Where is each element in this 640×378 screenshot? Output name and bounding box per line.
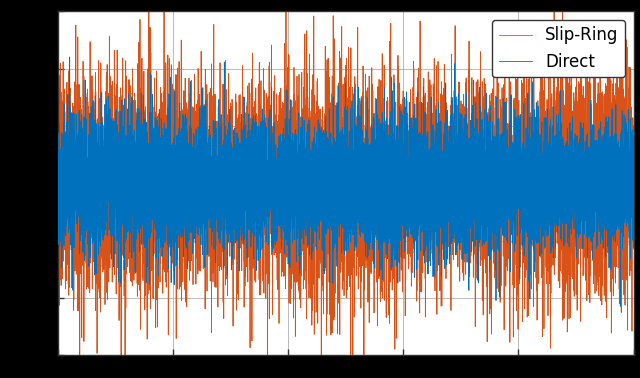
Direct	[335, 161, 343, 166]
Direct	[166, 172, 174, 176]
Slip-Ring	[117, 364, 125, 369]
Direct	[630, 160, 637, 165]
Direct	[88, 168, 96, 173]
Direct	[77, 206, 85, 211]
Slip-Ring	[599, 117, 607, 122]
Line: Slip-Ring: Slip-Ring	[58, 0, 634, 366]
Line: Direct: Direct	[58, 57, 634, 307]
Direct	[616, 304, 624, 309]
Slip-Ring	[335, 245, 343, 249]
Slip-Ring	[77, 188, 85, 193]
Direct	[599, 169, 607, 173]
Legend: Slip-Ring, Direct: Slip-Ring, Direct	[492, 20, 625, 77]
Direct	[66, 55, 74, 59]
Direct	[56, 204, 64, 209]
Slip-Ring	[56, 277, 64, 282]
Slip-Ring	[630, 247, 637, 251]
Slip-Ring	[88, 73, 96, 78]
Slip-Ring	[54, 91, 61, 96]
Direct	[54, 165, 61, 170]
Slip-Ring	[167, 171, 175, 176]
